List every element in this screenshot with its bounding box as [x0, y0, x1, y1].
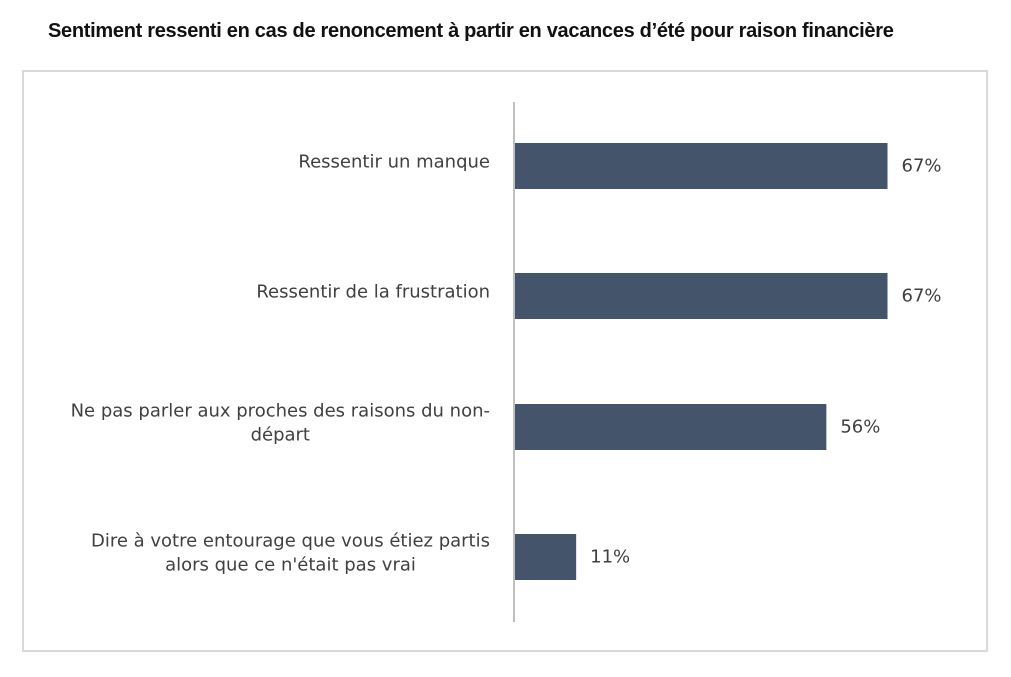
value-label-4: 11% — [590, 547, 630, 568]
labels-layer: 67% Ressentir un manque 67% Ressentir de la… — [71, 152, 942, 576]
category-label-4-line-1: Dire à votre entourage que vous étiez pa… — [91, 531, 490, 552]
bar-3 — [515, 404, 827, 450]
bars-layer — [515, 143, 888, 580]
page-title: Sentiment ressenti en cas de renoncement… — [48, 20, 894, 42]
bar-2 — [515, 273, 888, 319]
value-label-1: 67% — [902, 156, 942, 177]
value-label-3: 56% — [840, 417, 880, 438]
bar-1 — [515, 143, 888, 189]
category-label-4-line-2: alors que ce n'était pas vrai — [165, 555, 416, 576]
bar-4 — [515, 534, 577, 580]
category-label-1-line-1: Ressentir un manque — [298, 152, 490, 173]
category-label-2-line-1: Ressentir de la frustration — [256, 282, 490, 303]
value-label-2: 67% — [902, 286, 942, 307]
category-label-3-line-2: départ — [251, 425, 310, 446]
category-label-3-line-1: Ne pas parler aux proches des raisons du… — [71, 401, 490, 422]
